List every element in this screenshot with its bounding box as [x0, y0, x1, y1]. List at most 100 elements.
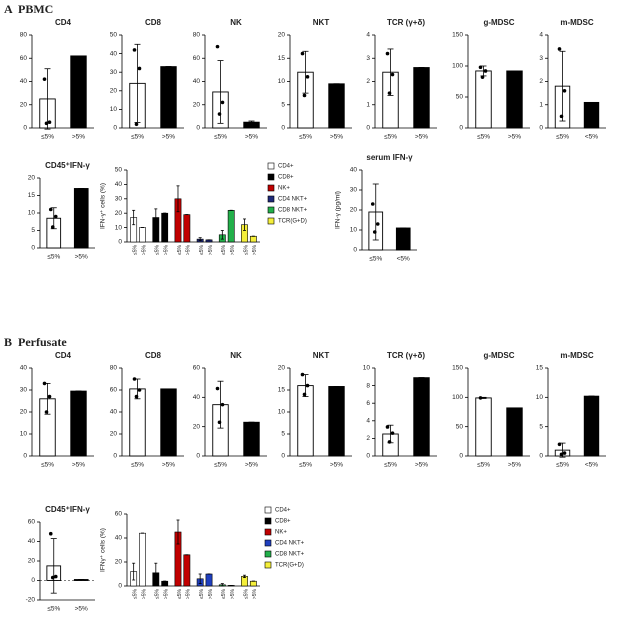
y-tick-label: 3 — [539, 55, 543, 62]
y-tick-label: 20 — [115, 559, 123, 566]
legend-swatch — [267, 162, 275, 170]
chart-title: NK — [230, 351, 242, 360]
y-tick-label: 2 — [539, 78, 543, 85]
y-tick-label: 10 — [278, 78, 286, 85]
y-tick-label: 5 — [281, 101, 285, 108]
y-tick-label: 40 — [110, 50, 118, 57]
y-tick-label: 0 — [196, 453, 200, 460]
y-tick-label: 20 — [110, 88, 118, 95]
data-point — [478, 65, 483, 70]
y-tick-label: 20 — [278, 32, 286, 39]
y-tick-label: 40 — [193, 78, 201, 85]
x-tick-label: >5% — [162, 134, 175, 141]
y-tick-label: 40 — [20, 365, 28, 372]
x-tick-label: ≤5% — [131, 462, 144, 469]
y-tick-label: 50 — [110, 32, 118, 39]
legend-label: CD4 NKT+ — [275, 541, 305, 547]
x-tick-label: ≤5% — [177, 244, 183, 255]
data-point — [48, 531, 53, 536]
y-tick-label: 0 — [23, 125, 27, 132]
y-tick-label: 4 — [366, 32, 370, 39]
chart-title: NKT — [313, 351, 330, 360]
y-tick-label: 40 — [28, 538, 36, 545]
y-tick-label: 80 — [110, 365, 118, 372]
x-tick-label: >5% — [330, 462, 343, 469]
chart-title: CD45⁺IFN-γ — [45, 161, 90, 170]
y-tick-label: 0 — [31, 245, 35, 252]
x-tick-label: ≤5% — [221, 244, 227, 255]
data-point — [42, 77, 47, 81]
data-point — [53, 214, 58, 219]
x-tick-label: ≤5% — [214, 462, 227, 469]
y-tick-label: 0 — [366, 125, 370, 132]
bar — [328, 83, 345, 129]
x-tick-label: >5% — [208, 244, 214, 255]
chart-title: CD4 — [55, 351, 72, 360]
legend-swatch — [264, 539, 272, 547]
panel-letter: A — [4, 2, 13, 16]
legend-label: NK+ — [275, 530, 287, 536]
y-tick-label: 100 — [452, 394, 463, 401]
y-tick-label: 10 — [536, 394, 544, 401]
bar — [328, 386, 345, 457]
x-tick-label: ≤5% — [556, 462, 569, 469]
x-tick-label: >5% — [252, 244, 258, 255]
x-tick-label: ≤5% — [47, 606, 60, 613]
bar — [205, 573, 213, 587]
legend-label: CD4+ — [278, 164, 294, 170]
bar — [583, 101, 600, 129]
data-point — [559, 114, 564, 119]
y-tick-label: 20 — [28, 175, 36, 182]
y-tick-label: 10 — [20, 431, 28, 438]
y-tick-label: 30 — [350, 187, 358, 194]
x-tick-label: ≤5% — [132, 244, 138, 255]
data-point — [42, 381, 47, 386]
y-tick-label: 10 — [115, 224, 123, 231]
data-point — [372, 230, 377, 234]
data-point — [215, 44, 220, 49]
x-tick-label: ≤5% — [132, 588, 138, 599]
y-tick-label: 10 — [363, 365, 371, 372]
chart-title: m-MDSC — [560, 18, 594, 27]
data-point — [217, 420, 222, 425]
x-tick-label: >5% — [508, 134, 521, 141]
chart-title: TCR (γ+δ) — [387, 351, 425, 360]
data-point — [478, 396, 483, 400]
bar — [506, 70, 523, 129]
y-tick-label: 40 — [350, 167, 358, 174]
data-point — [375, 222, 380, 226]
chart-title: CD8 — [145, 351, 162, 360]
y-tick-label: 30 — [20, 387, 28, 394]
chart-title: m-MDSC — [560, 351, 594, 360]
x-tick-label: ≤5% — [47, 254, 60, 261]
data-point — [134, 122, 139, 127]
x-tick-label: ≤5% — [384, 462, 397, 469]
y-tick-label: 1 — [539, 101, 543, 108]
y-tick-label: 150 — [452, 365, 463, 372]
bar — [139, 532, 146, 587]
legend-swatch — [264, 528, 272, 536]
bar — [160, 66, 177, 129]
bar — [413, 67, 430, 129]
legend-swatch — [264, 506, 272, 514]
data-point — [217, 112, 222, 116]
x-tick-label: >5% — [245, 134, 258, 141]
legend-label: CD8+ — [278, 175, 294, 181]
x-tick-label: >5% — [186, 588, 192, 599]
legend-swatch — [264, 550, 272, 558]
legend-label: CD8+ — [275, 519, 291, 525]
data-point — [48, 207, 53, 212]
panel-title: PBMC — [18, 2, 53, 16]
y-tick-label: 4 — [539, 32, 543, 39]
y-tick-label: 0 — [118, 239, 122, 246]
data-point — [390, 72, 395, 77]
data-point — [387, 440, 392, 444]
y-tick-label: 40 — [20, 78, 28, 85]
y-tick-label: 6 — [366, 400, 370, 407]
y-tick-label: 80 — [193, 32, 201, 39]
y-tick-label: 50 — [456, 94, 464, 101]
bar — [139, 227, 146, 243]
y-tick-label: 60 — [115, 511, 123, 518]
legend-label: CD4 NKT+ — [278, 197, 308, 203]
y-tick-label: 60 — [193, 55, 201, 62]
